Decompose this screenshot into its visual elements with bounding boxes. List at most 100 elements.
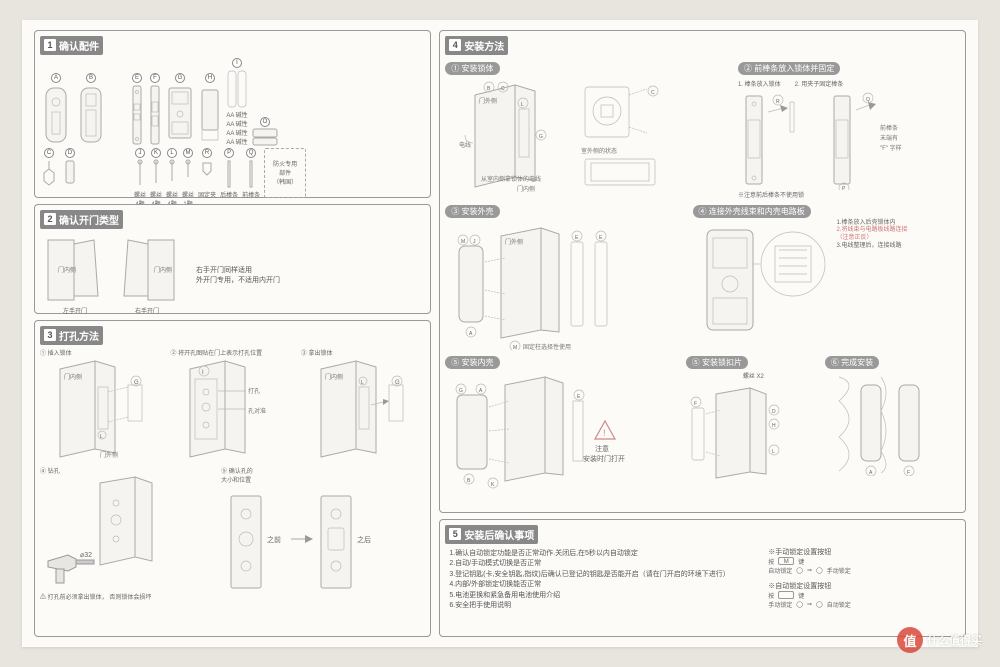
svg-text:门内侧: 门内侧 (517, 185, 535, 193)
part-P-desc: 后棒条 (220, 190, 238, 199)
part-G: G (175, 73, 185, 83)
svg-text:安装时门打开: 安装时门打开 (583, 454, 625, 463)
svg-text:G: G (539, 134, 543, 140)
svg-text:A: A (469, 331, 473, 337)
svg-text:"F" 字样: "F" 字样 (880, 144, 902, 152)
drill-step-2: ② 将开孔图贴在门上表示打孔位置 (170, 348, 294, 357)
right-column: 4 安装方法 ① 安装锁体 门外侧 门内侧 电线 (439, 30, 966, 637)
drill-step-4: ④ 钻孔 (40, 466, 215, 475)
door-type-diagram: 门内侧 左手开门 门内侧 右手开门 右手开门同样适用 外开门专用，不适用内开门 (40, 232, 425, 319)
svg-text:门外侧: 门外侧 (505, 238, 523, 246)
part-C: C (44, 148, 54, 158)
sub4-n2: 2.将线束与电路板线路连接 （注意正反） (837, 227, 923, 243)
section-1-header: 1 确认配件 (40, 36, 103, 55)
svg-text:L: L (361, 380, 364, 386)
fire-part-box: 防火专用 部件 （韩国） (264, 148, 306, 198)
drill-step-1: ① 插入锁体 (40, 348, 164, 357)
svg-text:D: D (772, 409, 776, 415)
part-D: D (65, 148, 75, 158)
right-door-label: 右手开门 (116, 306, 178, 315)
svg-text:G: G (395, 380, 400, 386)
svg-text:R: R (776, 99, 780, 105)
section-3-title: 打孔方法 (59, 328, 99, 343)
svg-text:前棒条: 前棒条 (880, 124, 898, 132)
left-column: 1 确认配件 A B E F (34, 30, 431, 637)
section-1-num: 1 (44, 39, 56, 51)
sub4-n3: 3.电线整理后，连接线路 (837, 243, 923, 251)
left-door-label: 左手开门 (44, 306, 106, 315)
section-5-header: 5 安装后确认事项 (445, 525, 538, 544)
svg-text:孔对准: 孔对准 (248, 407, 266, 415)
section-3-header: 3 打孔方法 (40, 326, 103, 345)
part-Q: Q (246, 148, 256, 158)
svg-text:之前: 之前 (267, 535, 281, 544)
svg-text:门外侧: 门外侧 (479, 97, 497, 105)
sub-1-header: ① 安装锁体 (445, 62, 499, 75)
part-M: M (183, 148, 193, 158)
watermark-icon: 值 (897, 627, 923, 653)
part-R: R (202, 148, 212, 158)
sub-4-header: ④ 连接外壳线束和内壳电路板 (693, 205, 811, 218)
door-inner-label-r: 门内侧 (154, 266, 172, 274)
part-O: O (260, 117, 270, 127)
svg-text:F: F (907, 470, 910, 476)
section-5-num: 5 (449, 528, 461, 540)
section-2-header: 2 确认开门类型 (40, 210, 123, 229)
part-J: J (135, 148, 145, 158)
part-E: E (132, 73, 142, 83)
svg-text:打孔: 打孔 (248, 387, 260, 395)
auto-row: 按 键 (768, 591, 960, 600)
drill-row-2: ④ 钻孔 ⌀32 ⚠ 打孔前必须拿出锁体， 否则锁体会损坏 (40, 466, 425, 601)
manual-row: 按 M 键 (768, 557, 960, 566)
install-row-1: ① 安装锁体 门外侧 门内侧 电线 B C (445, 58, 960, 199)
drill-step-3: ③ 拿出锁体 (301, 348, 425, 357)
instruction-sheet: 1 确认配件 A B E F (22, 20, 978, 647)
check-1: 1.确认自动锁定功能是否正常动作.关闭后,在5秒以内自动锁定 (449, 549, 756, 560)
section-5-title: 安装后确认事项 (464, 527, 534, 542)
section-4-title: 安装方法 (464, 38, 504, 53)
part-Q-desc: 前棒条 (242, 190, 260, 199)
part-R-desc: 固定夹 (198, 190, 216, 199)
svg-text:F: F (694, 401, 697, 407)
svg-text:Q: Q (866, 97, 870, 103)
sub-7-header: ⑥ 完成安装 (825, 356, 879, 369)
panel-drilling: 3 打孔方法 ① 插入锁体 门内侧 门外侧 G L (34, 320, 431, 637)
svg-text:C: C (501, 86, 505, 92)
watermark: 值 什么值得买 (897, 627, 982, 653)
drill-row-1: ① 插入锁体 门内侧 门外侧 G L ② 将开孔图贴在门上表示打孔位置 (40, 348, 425, 462)
parts-diagram: A B E F G H (40, 58, 425, 220)
sub-6-header: ⑤ 安装锁扣片 (686, 356, 748, 369)
part-A: A (51, 73, 61, 83)
check-3: 3.登记钥匙(卡,安全钥匙,指纹)后确认已登记的钥匙是否能开启（请在门开启的环境… (449, 570, 756, 581)
manual-title: ※手动锁定设置按钮 (768, 547, 960, 557)
check-2: 2.自动/手动模式切换是否正常 (449, 559, 756, 570)
section-4-num: 4 (449, 39, 461, 51)
section-4-header: 4 安装方法 (445, 36, 508, 55)
sub2-note-2: 2. 用夹子固定棒条 (795, 79, 844, 88)
sub-5-header: ⑤ 安装内壳 (445, 356, 499, 369)
part-K: K (151, 148, 161, 158)
svg-text:L: L (772, 449, 775, 455)
section-2-num: 2 (44, 213, 56, 225)
part-I-desc: AA 碱性 AA 碱性 AA 碱性 AA 碱性 (226, 110, 247, 146)
svg-text:室外侧的状态: 室外侧的状态 (581, 147, 617, 155)
svg-text:E: E (575, 235, 579, 241)
svg-text:A: A (479, 388, 483, 394)
svg-text:末端有: 末端有 (880, 134, 898, 142)
sub6-screws: 螺丝 X2 (686, 371, 821, 380)
svg-text:J: J (473, 239, 476, 245)
check-5: 5.电池更换和紧急备用电池使用介绍 (449, 591, 756, 602)
part-H: H (205, 73, 215, 83)
section-1-title: 确认配件 (59, 38, 99, 53)
part-I: I (232, 58, 242, 68)
svg-text:K: K (491, 482, 495, 488)
svg-text:G: G (459, 388, 463, 394)
svg-text:固定柱选择性使用: 固定柱选择性使用 (523, 343, 571, 350)
svg-text:M: M (513, 345, 517, 350)
install-row-2: ③ 安装外壳 M J A (445, 201, 960, 350)
svg-text:注意: 注意 (595, 444, 609, 453)
svg-text:B: B (467, 478, 471, 484)
sub2-warn: ※注意前后棒条不使用锁 (738, 190, 960, 199)
install-row-3: ⑤ 安装内壳 G A E B K (445, 352, 960, 491)
svg-text:G: G (134, 380, 139, 386)
